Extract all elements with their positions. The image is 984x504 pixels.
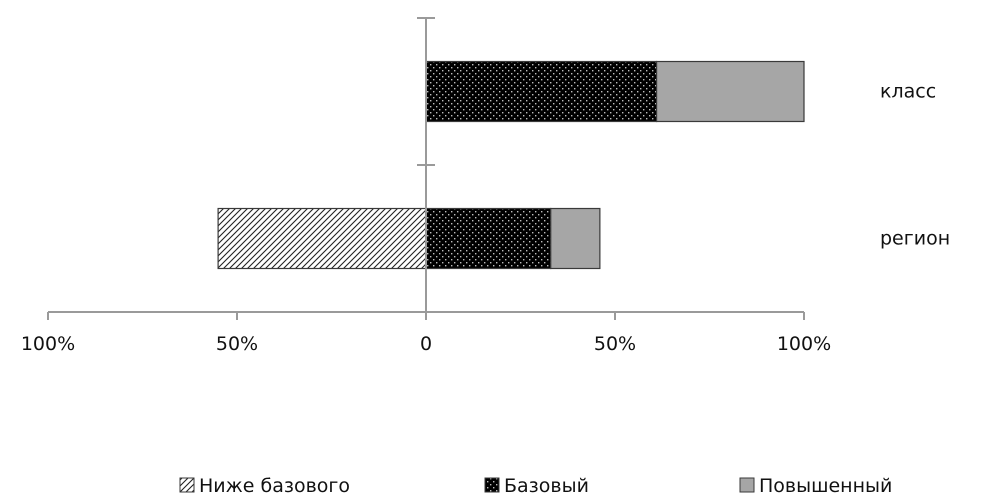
legend-label: Ниже базового xyxy=(199,475,350,497)
legend-item-ниже-базового: Ниже базового xyxy=(180,475,350,497)
category-label-регион: регион xyxy=(880,228,950,250)
bars-layer xyxy=(218,62,804,269)
legend-item-базовый: Базовый xyxy=(485,475,589,497)
x-tick-label: 50% xyxy=(216,333,258,355)
x-tick-label: 50% xyxy=(594,333,636,355)
legend-swatch xyxy=(180,478,194,492)
legend-layer: Ниже базового Базовый Повышенный xyxy=(180,475,892,497)
category-label-класс: класс xyxy=(880,81,936,103)
x-tick-label: 0 xyxy=(420,333,432,355)
x-tick-label: 100% xyxy=(777,333,831,355)
bar-регион-повышенный xyxy=(551,209,600,269)
bar-регион-базовый xyxy=(426,209,551,269)
legend-label: Базовый xyxy=(504,475,589,497)
bar-класс-повышенный xyxy=(657,62,804,122)
bar-регион-ниже-базового xyxy=(218,209,426,269)
legend-swatch xyxy=(740,478,754,492)
legend-label: Повышенный xyxy=(759,475,892,497)
legend-item-повышенный: Повышенный xyxy=(740,475,892,497)
bar-класс-базовый xyxy=(426,62,657,122)
x-tick-label: 100% xyxy=(21,333,75,355)
legend-swatch xyxy=(485,478,499,492)
